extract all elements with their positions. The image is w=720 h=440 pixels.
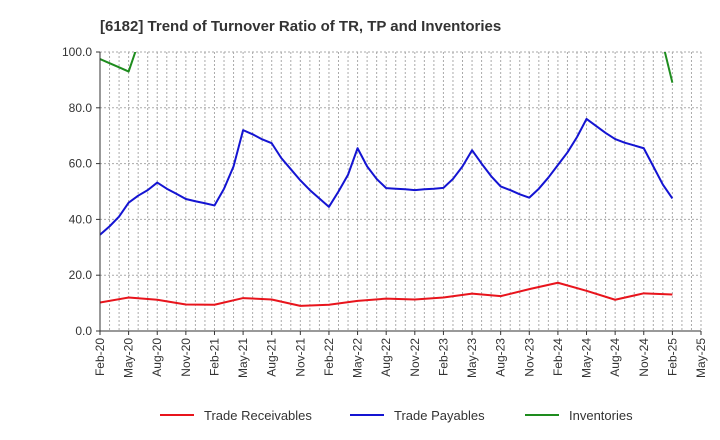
x-tick-label: May-25 (694, 338, 708, 378)
legend-label-inventories: Inventories (569, 408, 633, 423)
y-tick-label: 40.0 (69, 212, 93, 226)
x-tick-label: Aug-23 (494, 338, 508, 377)
x-axis-ticks: Feb-20 May-20 Aug-20 Nov-20 Feb-21 May-21 Aug-… (93, 331, 708, 378)
x-tick-label: May-23 (465, 338, 479, 378)
x-tick-label: Aug-20 (150, 338, 164, 377)
x-tick-label: Feb-23 (436, 338, 450, 376)
x-tick-label: Nov-24 (637, 338, 651, 377)
x-tick-label: May-20 (122, 338, 136, 378)
x-tick-label: Feb-24 (551, 338, 565, 376)
x-tick-label: Feb-25 (665, 338, 679, 376)
x-tick-label: Nov-20 (179, 338, 193, 377)
x-tick-label: May-21 (236, 338, 250, 378)
x-tick-label: Aug-24 (608, 338, 622, 377)
x-tick-label: Feb-22 (322, 338, 336, 376)
x-tick-label: May-24 (580, 338, 594, 378)
y-tick-label: 0.0 (75, 324, 92, 338)
legend-label-trade-payables: Trade Payables (394, 408, 485, 423)
x-tick-label: Nov-23 (522, 338, 536, 377)
y-tick-label: 20.0 (69, 268, 93, 282)
series-line-inventories (663, 52, 674, 83)
x-tick-label: Aug-22 (379, 338, 393, 377)
y-tick-label: 100.0 (62, 45, 92, 59)
series-line-trade-payables (100, 117, 674, 236)
y-tick-label: 60.0 (69, 157, 93, 171)
x-tick-label: Nov-21 (293, 338, 307, 377)
y-tick-label: 80.0 (69, 101, 93, 115)
gridlines (100, 51, 702, 331)
series-line-trade-receivables (100, 281, 673, 307)
y-axis-ticks: 0.0 20.0 40.0 60.0 80.0 100.0 (62, 45, 100, 338)
x-tick-label: Feb-20 (93, 338, 107, 376)
legend-label-trade-receivables: Trade Receivables (204, 408, 312, 423)
x-tick-label: Feb-21 (207, 338, 221, 376)
x-tick-label: Aug-21 (265, 338, 279, 377)
x-tick-label: May-22 (351, 338, 365, 378)
series-line-inventories (100, 52, 137, 73)
legend: Trade Receivables Trade Payables Inventori… (160, 408, 633, 423)
series-lines (100, 52, 674, 307)
x-tick-label: Nov-22 (408, 338, 422, 377)
plot-area (100, 52, 701, 331)
chart-title: [6182] Trend of Turnover Ratio of TR, TP… (100, 18, 501, 35)
